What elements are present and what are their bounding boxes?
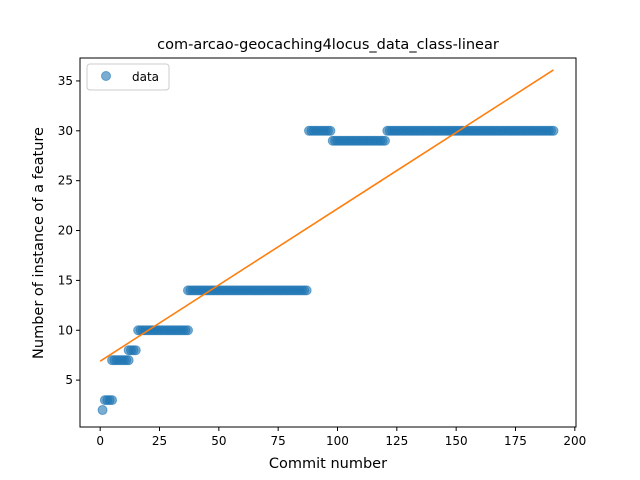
axes: 0 25 50 75 100 125 150 175 200 5 10 15 20 25 30 35 (58, 57, 586, 448)
y-tick-label: 5 (65, 373, 73, 387)
legend-marker-data (101, 71, 111, 81)
x-tick-label: 75 (271, 434, 286, 448)
axes-frame (79, 57, 577, 428)
y-tick-label: 20 (58, 224, 73, 238)
data-point (379, 135, 390, 146)
x-tick-label: 25 (152, 434, 167, 448)
x-tick-label: 200 (563, 434, 586, 448)
y-tick-label: 25 (58, 174, 73, 188)
x-tick-label: 150 (445, 434, 468, 448)
y-tick-label: 10 (58, 323, 73, 337)
data-point (548, 125, 559, 136)
x-axis-label: Commit number (269, 456, 387, 472)
legend-label-data: data (132, 70, 159, 84)
data-point (97, 405, 108, 416)
data-point (130, 345, 141, 356)
data-point (107, 395, 118, 406)
legend: data (86, 63, 170, 91)
x-tick-label: 0 (96, 434, 104, 448)
x-tick-label: 125 (385, 434, 408, 448)
x-tick-label: 50 (211, 434, 226, 448)
legend-frame (86, 63, 170, 91)
y-tick-label: 35 (58, 74, 73, 88)
y-tick-label: 30 (58, 124, 73, 138)
data-point (123, 355, 134, 366)
chart-title: com-arcao-geocaching4locus_data_class-li… (157, 37, 499, 53)
y-tick-label: 15 (58, 273, 73, 287)
data-point (301, 285, 312, 296)
data-point (325, 125, 336, 136)
fit-line (99, 69, 554, 362)
y-axis-label: Number of instance of a feature (31, 127, 47, 359)
data-point (182, 325, 193, 336)
x-tick-label: 175 (504, 434, 527, 448)
x-tick-label: 100 (326, 434, 349, 448)
plot-area (97, 69, 559, 416)
